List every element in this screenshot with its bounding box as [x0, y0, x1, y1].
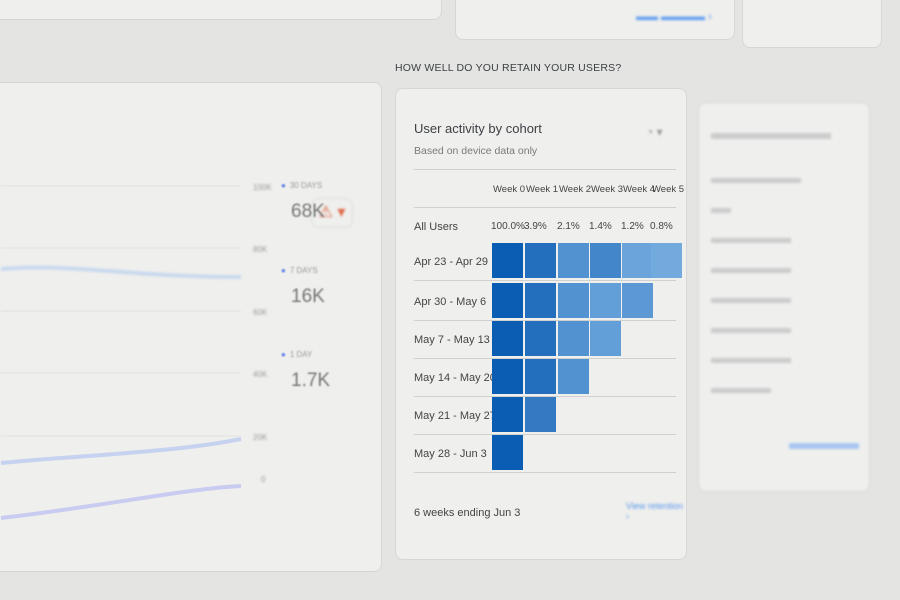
cohort-cell[interactable] [622, 243, 653, 278]
cohort-cell[interactable] [525, 321, 556, 356]
column-header: Week 4 [623, 184, 656, 195]
cohort-cell[interactable] [492, 283, 523, 318]
cohort-cell[interactable] [590, 243, 621, 278]
footer-text: 6 weeks ending Jun 3 [414, 507, 521, 519]
legend-1-day: ● 1 DAY [281, 350, 313, 359]
cohort-cell[interactable] [525, 359, 556, 394]
active-users-card: ⚠ ▾ 100K 80K 60K 40K 20K 0 ● 30 DAYS 68K … [0, 82, 382, 572]
cohort-cell[interactable] [558, 321, 589, 356]
cohort-label: Apr 23 - Apr 29 [414, 256, 488, 268]
active-users-chart [0, 185, 242, 520]
card-subtitle: Based on device data only [414, 145, 538, 157]
cohort-cell[interactable] [525, 283, 556, 318]
row-divider [414, 280, 676, 281]
cohort-cell[interactable] [492, 435, 523, 470]
cohort-cell[interactable] [590, 321, 621, 356]
column-header: Week 5 [652, 184, 685, 195]
cohort-cell[interactable] [492, 243, 523, 278]
all-users-value: 100.0% [491, 221, 525, 232]
cohort-cell[interactable] [622, 283, 653, 318]
cohort-label: Apr 30 - May 6 [414, 296, 487, 308]
column-header: Week 0 [493, 184, 526, 195]
view-link[interactable]: ▬▬ ▬▬▬▬ › [636, 11, 712, 23]
all-users-value: 0.8% [650, 221, 673, 232]
cohort-cell[interactable] [492, 321, 523, 356]
top-card-left [0, 0, 442, 20]
column-header: Week 3 [591, 184, 624, 195]
compare-menu-icon[interactable]: ◔ ▾ [646, 125, 663, 139]
legend-7-days: ● 7 DAYS [281, 266, 318, 275]
y-tick: 60K [253, 308, 268, 317]
value-1-day: 1.7K [291, 370, 331, 391]
cohort-cell[interactable] [558, 359, 589, 394]
section-title: HOW WELL DO YOU RETAIN YOUR USERS? [395, 62, 622, 74]
cohort-label: May 28 - Jun 3 [414, 448, 487, 460]
row-divider [414, 320, 676, 321]
y-tick: 80K [253, 245, 268, 254]
cohort-label: May 14 - May 20 [414, 372, 496, 384]
cohort-cell[interactable] [651, 243, 682, 278]
value-7-days: 16K [291, 286, 325, 307]
all-users-value: 2.1% [557, 221, 580, 232]
view-retention-link[interactable]: View retention › [626, 501, 683, 521]
all-users-value: 1.2% [621, 221, 644, 232]
y-tick: 0 [261, 475, 266, 484]
card-title: User activity by cohort [414, 121, 542, 136]
y-tick: 20K [253, 433, 268, 442]
value-30-days: 68K [291, 201, 325, 222]
row-divider [414, 396, 676, 397]
row-divider [414, 358, 676, 359]
cohort-cell[interactable] [492, 359, 523, 394]
right-card [698, 102, 870, 492]
divider [414, 169, 676, 170]
top-card-right [742, 0, 882, 48]
top-card-middle: ▬▬ ▬▬▬▬ › [455, 0, 735, 40]
cohort-cell[interactable] [558, 283, 589, 318]
line-1-day [0, 484, 242, 520]
cohort-label: May 21 - May 27 [414, 410, 496, 422]
column-header: Week 1 [526, 184, 559, 195]
warning-triangle-icon[interactable]: ⚠ ▾ [311, 198, 353, 228]
all-users-value: 3.9% [524, 221, 547, 232]
divider [414, 207, 676, 208]
cohort-label: May 7 - May 13 [414, 334, 490, 346]
row-divider [414, 434, 676, 435]
cohort-cell[interactable] [525, 397, 556, 432]
cohort-card: User activity by cohort Based on device … [395, 88, 687, 560]
line-7-days [0, 437, 242, 465]
column-header: Week 2 [559, 184, 592, 195]
row-divider [414, 472, 676, 473]
all-users-value: 1.4% [589, 221, 612, 232]
legend-30-days: ● 30 DAYS [281, 181, 323, 190]
line-30-days [0, 265, 242, 279]
cohort-cell[interactable] [525, 243, 556, 278]
all-users-label: All Users [414, 221, 459, 233]
y-tick: 100K [253, 183, 272, 192]
cohort-cell[interactable] [558, 243, 589, 278]
cohort-cell[interactable] [590, 283, 621, 318]
y-tick: 40K [253, 370, 268, 379]
cohort-cell[interactable] [492, 397, 523, 432]
